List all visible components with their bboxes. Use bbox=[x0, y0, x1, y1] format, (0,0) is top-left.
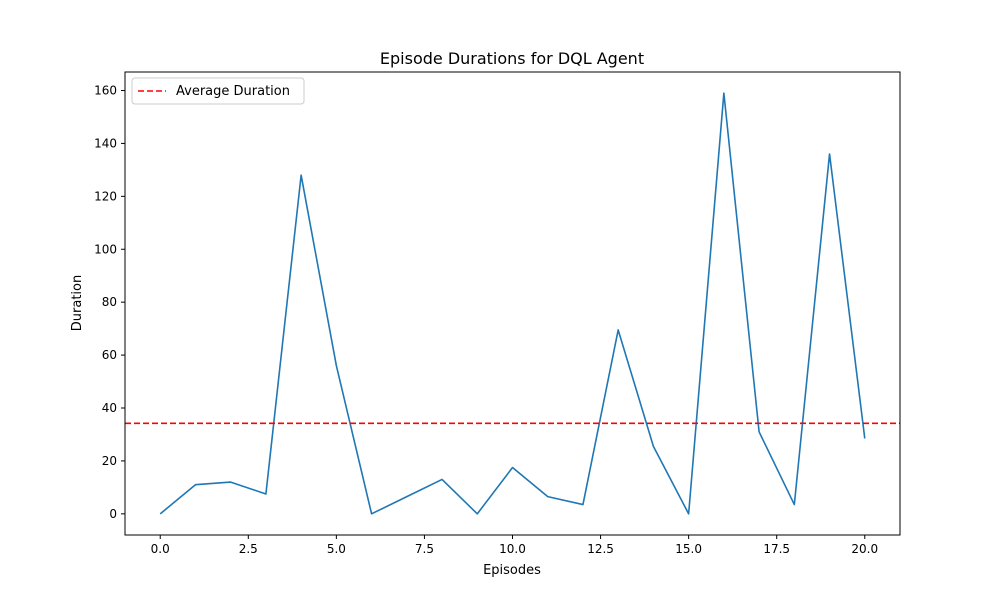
x-tick-label: 7.5 bbox=[415, 542, 434, 556]
y-axis-label: Duration bbox=[70, 275, 85, 331]
legend-box bbox=[131, 77, 305, 105]
series-layer bbox=[125, 92, 900, 515]
y-axis-ticks: 0 20 40 60 80 100 120 140 160 bbox=[94, 84, 125, 521]
y-tick-label: 40 bbox=[102, 401, 117, 415]
x-tick-label: 10.0 bbox=[499, 542, 526, 556]
y-tick-label: 140 bbox=[94, 136, 117, 150]
y-tick-label: 80 bbox=[102, 295, 117, 309]
x-tick-label: 5.0 bbox=[327, 542, 346, 556]
x-tick-label: 2.5 bbox=[239, 542, 258, 556]
x-tick-label: 12.5 bbox=[587, 542, 614, 556]
y-tick-label: 20 bbox=[102, 454, 117, 468]
legend-label-average-duration: Average Duration bbox=[176, 84, 290, 99]
y-tick-label: 0 bbox=[109, 507, 117, 521]
x-tick-label: 20.0 bbox=[851, 542, 878, 556]
y-tick-label: 60 bbox=[102, 348, 117, 362]
x-axis-ticks: 0.0 2.5 5.0 7.5 10.0 12.5 15.0 17.5 20.0 bbox=[151, 535, 878, 556]
x-tick-label: 15.0 bbox=[675, 542, 702, 556]
legend: Average Duration bbox=[131, 77, 305, 105]
y-tick-label: 100 bbox=[94, 242, 117, 256]
x-tick-label: 0.0 bbox=[151, 542, 170, 556]
chart-title: Episode Durations for DQL Agent bbox=[380, 49, 644, 68]
y-tick-label: 120 bbox=[94, 189, 117, 203]
x-axis-label: Episodes bbox=[483, 563, 541, 578]
axes-frame bbox=[124, 71, 901, 536]
duration-series-line bbox=[159, 92, 866, 515]
x-tick-label: 17.5 bbox=[763, 542, 790, 556]
y-tick-label: 160 bbox=[94, 84, 117, 98]
plot-background bbox=[125, 72, 900, 535]
plot-area bbox=[125, 72, 900, 535]
